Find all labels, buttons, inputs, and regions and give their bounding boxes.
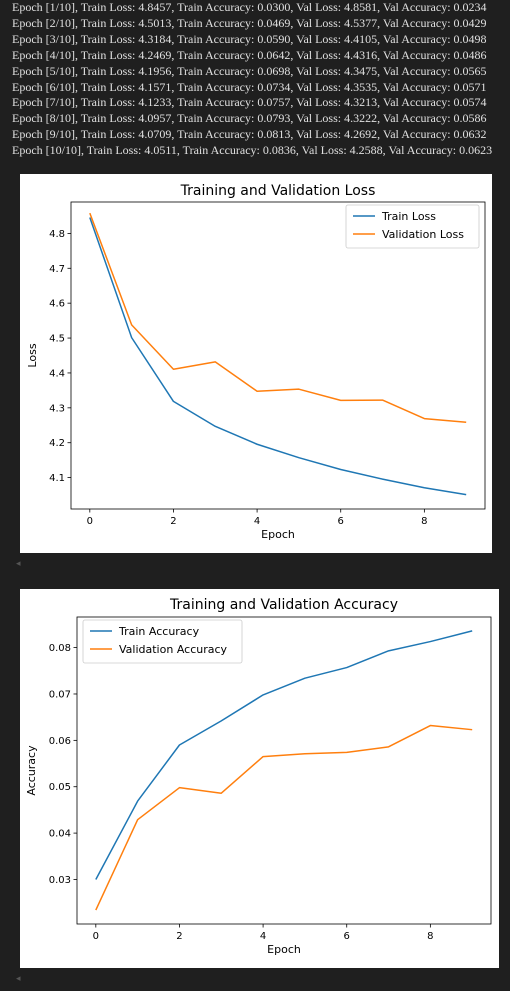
plot-area-frame: [70, 201, 486, 510]
y-tick-label: 0.04: [49, 829, 71, 840]
legend: Train Loss Validation Loss: [345, 204, 480, 249]
x-tick-label: 6: [344, 931, 350, 942]
x-tick-label: 6: [338, 516, 344, 527]
x-tick-label: 8: [427, 931, 433, 942]
y-tick-label: 4.2: [49, 438, 65, 449]
y-tick-label: 4.7: [49, 264, 65, 275]
legend: Train Accuracy Validation Accuracy: [82, 619, 243, 664]
loss-chart-svg: Training and Validation Loss 0 2 4 6 8 4.1 4.2 4…: [26, 183, 486, 541]
x-tick-label: 2: [176, 931, 182, 942]
log-line: Epoch [7/10], Train Loss: 4.1233, Train …: [12, 95, 487, 110]
y-tick-label: 0.06: [49, 736, 71, 747]
scroll-left-arrow-icon[interactable]: ◂: [16, 974, 21, 984]
y-tick-label: 4.8: [49, 229, 65, 240]
y-tick-label: 0.07: [49, 689, 71, 700]
log-line: Epoch [2/10], Train Loss: 4.5013, Train …: [12, 15, 487, 30]
series-line-train: [89, 217, 467, 496]
y-tick-label: 0.08: [49, 643, 71, 654]
x-tick-label: 2: [170, 516, 176, 527]
x-axis-label: Epoch: [261, 528, 295, 541]
x-axis-label: Epoch: [267, 943, 301, 956]
legend-entry-train: Train Loss: [381, 210, 436, 223]
y-tick-label: 0.05: [49, 782, 71, 793]
training-log-output: Epoch [1/10], Train Loss: 4.8457, Train …: [0, 0, 510, 162]
accuracy-chart-svg: Training and Validation Accuracy 0 2 4 6 8 0.0…: [25, 597, 492, 956]
x-tick-label: 4: [260, 931, 266, 942]
log-line: Epoch [1/10], Train Loss: 4.8457, Train …: [12, 0, 487, 14]
scroll-left-arrow-icon[interactable]: ◂: [16, 559, 21, 569]
accuracy-chart: Training and Validation Accuracy 0 2 4 6 8 0.0…: [20, 589, 499, 968]
plot-area-frame: [76, 616, 492, 925]
log-line: Epoch [9/10], Train Loss: 4.0709, Train …: [12, 127, 487, 142]
log-line: Epoch [10/10], Train Loss: 4.0511, Train…: [12, 143, 493, 158]
chart-title: Training and Validation Loss: [180, 183, 376, 199]
legend-entry-validation: Validation Accuracy: [119, 643, 228, 656]
chart-title: Training and Validation Accuracy: [169, 597, 398, 613]
x-tick-label: 4: [254, 516, 260, 527]
legend-entry-train: Train Accuracy: [118, 625, 200, 638]
loss-chart: Training and Validation Loss 0 2 4 6 8 4.1 4.2 4…: [20, 174, 492, 553]
y-tick-label: 4.5: [49, 334, 65, 345]
series-line-validation: [95, 724, 473, 911]
x-tick-label: 8: [421, 516, 427, 527]
y-tick-label: 4.4: [49, 368, 65, 379]
y-tick-label: 0.03: [49, 875, 71, 886]
log-line: Epoch [5/10], Train Loss: 4.1956, Train …: [12, 63, 487, 78]
legend-box: [82, 619, 243, 664]
y-axis-label: Accuracy: [25, 745, 38, 796]
legend-entry-validation: Validation Loss: [382, 228, 464, 241]
y-tick-label: 4.1: [49, 473, 65, 484]
y-tick-label: 4.3: [49, 403, 65, 414]
y-axis-label: Loss: [26, 343, 39, 367]
series-line-validation: [89, 212, 467, 423]
x-tick-label: 0: [87, 516, 93, 527]
log-line: Epoch [6/10], Train Loss: 4.1571, Train …: [12, 79, 487, 94]
series-line-train: [95, 630, 473, 880]
x-tick-label: 0: [93, 931, 99, 942]
log-line: Epoch [4/10], Train Loss: 4.2469, Train …: [12, 47, 487, 62]
log-line: Epoch [8/10], Train Loss: 4.0957, Train …: [12, 111, 487, 126]
y-tick-label: 4.6: [49, 299, 65, 310]
legend-box: [345, 204, 480, 249]
log-line: Epoch [3/10], Train Loss: 4.3184, Train …: [12, 31, 487, 46]
